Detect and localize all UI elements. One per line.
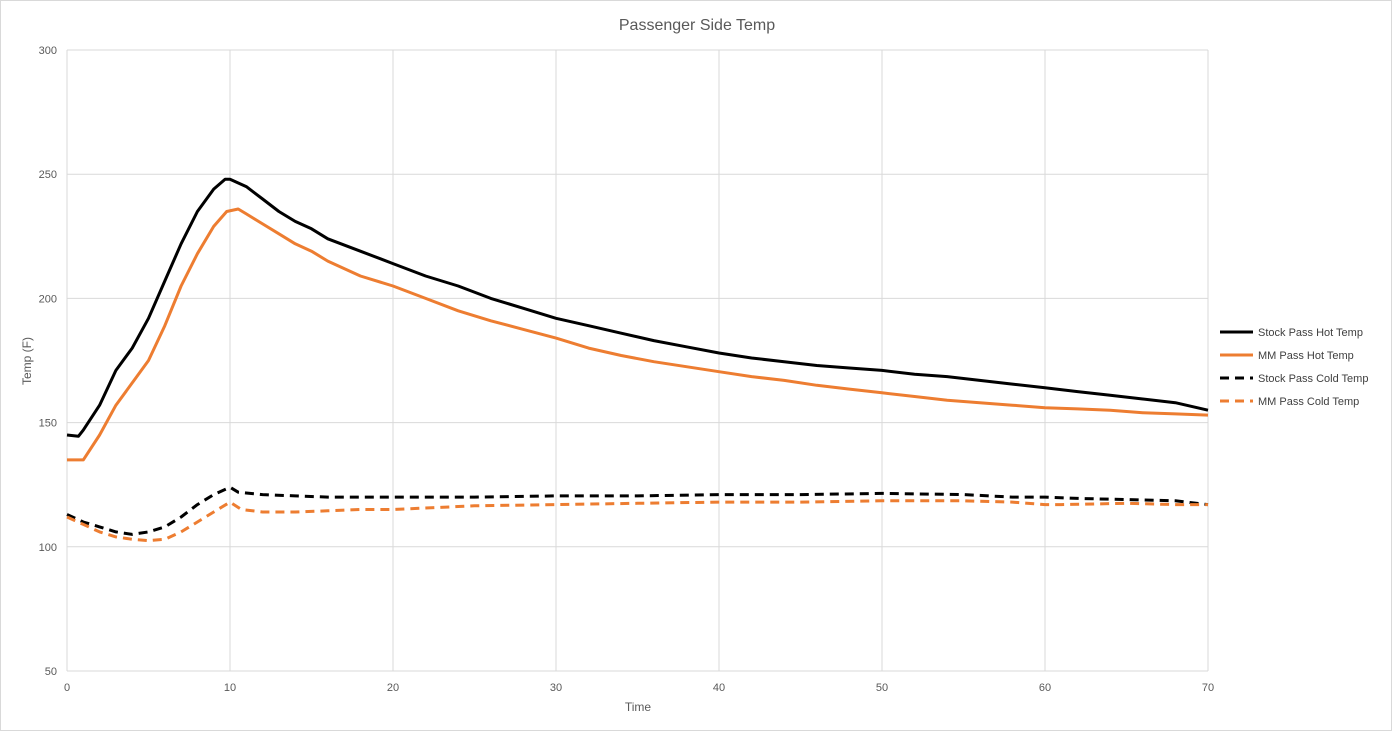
x-tick-label: 40	[713, 682, 725, 694]
x-tick-label: 50	[876, 682, 888, 694]
tick-labels: 50 100 150 200 250 300 0 10 20 30 40 50 60 70	[39, 45, 1214, 694]
x-axis-title: Time	[625, 700, 652, 714]
series-line-stock-pass-cold-temp	[66, 485, 1209, 536]
x-tick-label: 20	[387, 682, 399, 694]
x-tick-label: 10	[224, 682, 236, 694]
series-lines	[66, 177, 1209, 543]
x-tick-label: 0	[64, 682, 70, 694]
y-tick-label: 300	[39, 45, 57, 57]
x-tick-label: 70	[1202, 682, 1214, 694]
y-tick-label: 200	[39, 293, 57, 305]
y-tick-label: 250	[39, 169, 57, 181]
x-tick-label: 60	[1039, 682, 1051, 694]
series-line-mm-pass-hot-temp	[67, 207, 1209, 462]
legend-label-stock-pass-cold-temp: Stock Pass Cold Temp	[1258, 373, 1368, 385]
x-tick-label: 30	[550, 682, 562, 694]
legend-label-stock-pass-hot-temp: Stock Pass Hot Temp	[1258, 327, 1363, 339]
series-line-stock-pass-hot-temp	[66, 177, 1209, 438]
y-tick-label: 50	[45, 666, 57, 678]
chart-title: Passenger Side Temp	[619, 17, 775, 34]
legend-label-mm-pass-cold-temp: MM Pass Cold Temp	[1258, 396, 1359, 408]
y-axis-title: Temp (F)	[20, 337, 34, 385]
legend-label-mm-pass-hot-temp: MM Pass Hot Temp	[1258, 350, 1354, 362]
y-tick-label: 150	[39, 418, 57, 430]
series-line-mm-pass-cold-temp	[66, 499, 1208, 543]
grid	[66, 49, 1209, 672]
y-tick-label: 100	[39, 542, 57, 554]
legend: Stock Pass Hot Temp MM Pass Hot Temp Stock…	[1220, 327, 1368, 408]
